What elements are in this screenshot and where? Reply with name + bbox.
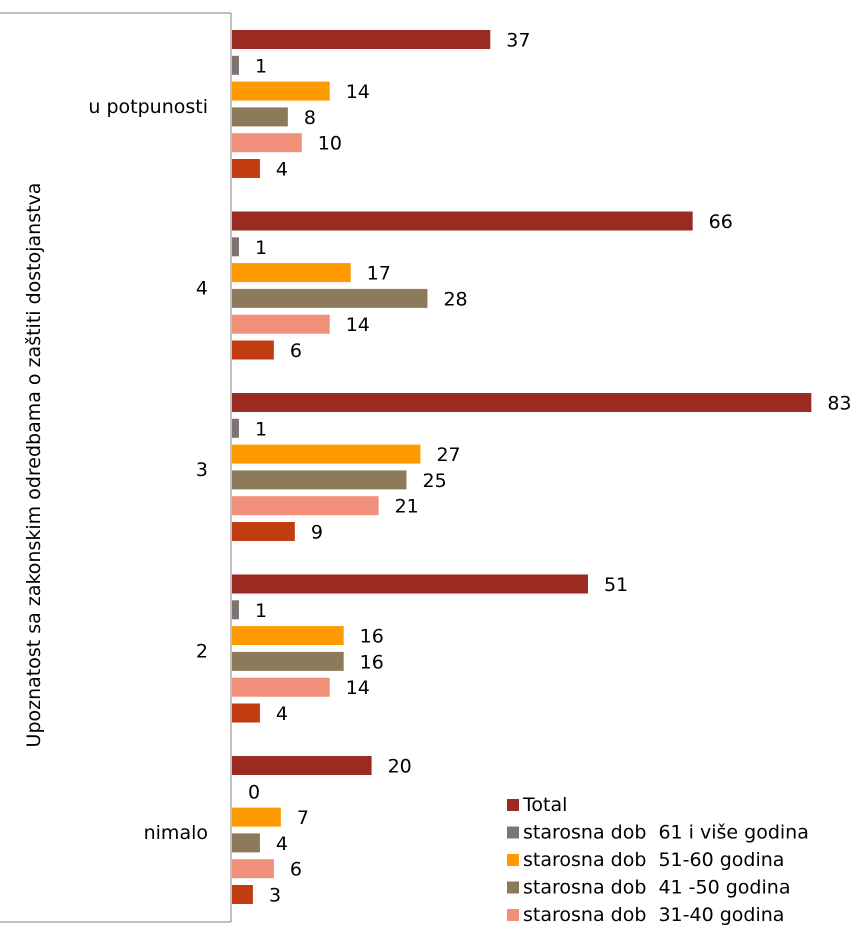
data-label: 10	[318, 133, 342, 155]
bar	[232, 314, 330, 334]
category-label: 3	[196, 459, 208, 481]
bar	[232, 444, 421, 464]
bar	[232, 340, 274, 360]
bar	[232, 703, 260, 723]
bar	[232, 288, 428, 308]
bar	[232, 756, 372, 775]
data-label: 6	[290, 340, 302, 362]
data-label: 16	[360, 651, 384, 673]
bar	[232, 496, 379, 516]
legend-label: starosna dob 61 i više godina	[523, 822, 809, 844]
data-label: 1	[255, 600, 267, 622]
data-labels: 3711481046611728146831272521951116161442…	[248, 30, 852, 907]
y-axis-title: Upoznatost sa zakonskim odredbama o zašt…	[23, 183, 45, 748]
legend-swatch	[507, 826, 519, 839]
legend-label: starosna dob 31-40 godina	[523, 904, 784, 926]
legend-swatch	[507, 799, 519, 811]
bar	[232, 833, 260, 853]
bar	[232, 418, 239, 438]
legend-swatch	[507, 909, 519, 921]
axis	[0, 12, 232, 923]
bar	[232, 651, 344, 671]
bar	[232, 30, 491, 49]
bar	[232, 677, 330, 697]
legend-swatch	[507, 881, 519, 894]
data-label: 25	[423, 470, 447, 492]
bar	[232, 211, 693, 231]
bar	[232, 159, 260, 178]
bar	[232, 107, 288, 127]
data-label: 4	[276, 159, 288, 181]
data-label: 20	[388, 756, 412, 778]
data-label: 21	[395, 496, 419, 518]
bar	[232, 81, 330, 101]
data-label: 4	[276, 833, 288, 855]
legend-label: starosna dob 51-60 godina	[523, 849, 784, 871]
data-label: 16	[360, 626, 384, 648]
legend-label: starosna dob 41 -50 godina	[523, 877, 790, 899]
data-label: 17	[367, 263, 391, 285]
data-label: 14	[346, 81, 370, 103]
bars	[232, 30, 812, 904]
data-label: 66	[709, 211, 733, 233]
data-label: 1	[255, 418, 267, 440]
bar	[232, 859, 274, 879]
bar	[232, 522, 295, 541]
category-label: 4	[196, 278, 208, 300]
bar	[232, 237, 239, 257]
data-label: 9	[311, 522, 323, 544]
legend: Total starosna dob 61 i više godina staros…	[507, 794, 809, 926]
data-label: 37	[506, 30, 530, 52]
category-label: 2	[196, 641, 208, 663]
bar	[232, 600, 239, 620]
data-label: 28	[443, 288, 467, 310]
data-label: 27	[436, 444, 460, 466]
data-label: 8	[304, 107, 316, 129]
category-label: u potpunosti	[88, 96, 208, 118]
bar	[232, 574, 588, 594]
bar	[232, 885, 253, 904]
data-label: 3	[269, 885, 281, 907]
data-label: 6	[290, 859, 302, 881]
bar	[232, 807, 281, 827]
data-label: 14	[346, 677, 370, 699]
bar	[232, 133, 302, 153]
bar	[232, 263, 351, 283]
bar	[232, 393, 812, 412]
data-label: 83	[827, 393, 851, 415]
legend-swatch	[507, 854, 519, 866]
category-label: nimalo	[144, 822, 208, 844]
legend-label: Total	[522, 794, 567, 816]
data-label: 1	[255, 55, 267, 77]
data-label: 1	[255, 237, 267, 259]
data-label: 14	[346, 314, 370, 336]
data-label: 0	[248, 781, 260, 803]
bar	[232, 55, 239, 75]
category-labels: u potpunosti 4 3 2 nimalo	[88, 96, 208, 844]
bar	[232, 626, 344, 646]
data-label: 51	[604, 574, 628, 596]
bar	[232, 470, 407, 490]
data-label: 7	[297, 807, 309, 829]
data-label: 4	[276, 703, 288, 725]
